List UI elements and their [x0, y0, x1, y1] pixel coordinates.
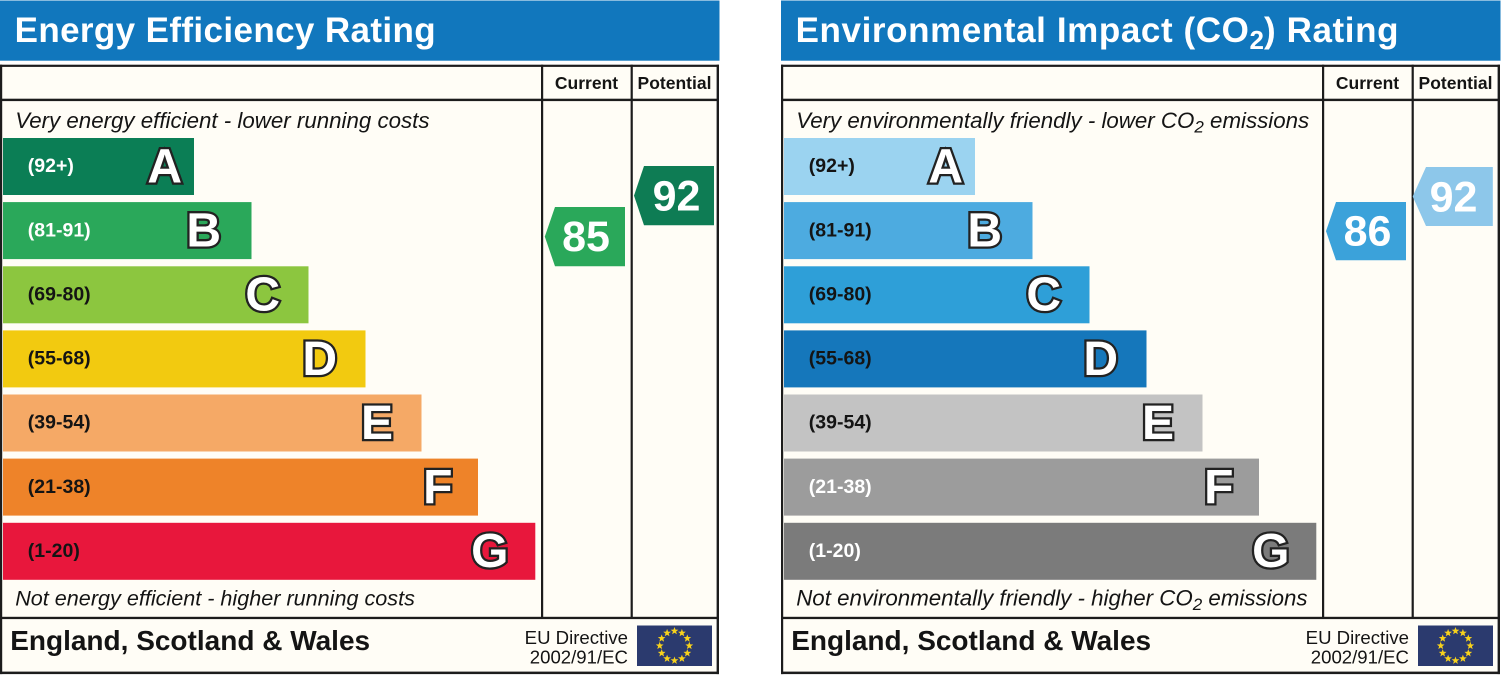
- svg-text:EU Directive: EU Directive: [1306, 627, 1409, 648]
- svg-text:EU Directive: EU Directive: [525, 627, 628, 648]
- svg-text:86: 86: [1344, 208, 1392, 256]
- svg-text:D: D: [302, 333, 337, 386]
- svg-text:A: A: [147, 140, 182, 193]
- svg-text:C: C: [1026, 269, 1061, 322]
- svg-text:Potential: Potential: [1419, 73, 1493, 93]
- svg-text:F: F: [1204, 461, 1233, 514]
- svg-text:England, Scotland & Wales: England, Scotland & Wales: [791, 625, 1151, 656]
- svg-text:(1-20): (1-20): [809, 540, 861, 562]
- svg-text:G: G: [1252, 525, 1289, 578]
- svg-text:A: A: [928, 140, 963, 193]
- svg-text:92: 92: [1430, 173, 1478, 221]
- svg-text:Potential: Potential: [638, 73, 712, 93]
- svg-text:F: F: [423, 461, 452, 514]
- svg-text:(1-20): (1-20): [28, 540, 80, 562]
- svg-text:D: D: [1083, 333, 1118, 386]
- svg-text:(81-91): (81-91): [28, 219, 91, 241]
- svg-text:(21-38): (21-38): [809, 476, 872, 498]
- svg-text:Very energy efficient - lower: Very energy efficient - lower running co…: [15, 108, 429, 133]
- svg-text:England, Scotland & Wales: England, Scotland & Wales: [10, 625, 370, 656]
- svg-text:Environmental Impact (CO2) Rat: Environmental Impact (CO2) Rating: [796, 11, 1399, 55]
- svg-text:E: E: [1142, 397, 1174, 450]
- svg-text:G: G: [471, 525, 508, 578]
- svg-text:(69-80): (69-80): [28, 284, 91, 306]
- svg-text:E: E: [361, 397, 393, 450]
- svg-text:85: 85: [562, 213, 610, 261]
- svg-text:(39-54): (39-54): [809, 412, 872, 434]
- svg-text:Energy Efficiency Rating: Energy Efficiency Rating: [15, 11, 436, 50]
- svg-text:(55-68): (55-68): [809, 348, 872, 370]
- svg-text:(39-54): (39-54): [28, 412, 91, 434]
- svg-text:(92+): (92+): [809, 155, 855, 177]
- svg-text:Current: Current: [1336, 73, 1399, 93]
- svg-text:2002/91/EC: 2002/91/EC: [1311, 647, 1409, 668]
- svg-text:(55-68): (55-68): [28, 348, 91, 370]
- svg-text:Not energy efficient - higher: Not energy efficient - higher running co…: [15, 586, 415, 611]
- svg-text:(92+): (92+): [28, 155, 74, 177]
- svg-text:2002/91/EC: 2002/91/EC: [530, 647, 628, 668]
- svg-text:92: 92: [653, 173, 701, 221]
- svg-text:B: B: [186, 205, 221, 258]
- svg-text:Not environmentally friendly -: Not environmentally friendly - higher CO…: [796, 586, 1307, 615]
- svg-text:B: B: [967, 205, 1002, 258]
- svg-text:(69-80): (69-80): [809, 284, 872, 306]
- svg-text:(21-38): (21-38): [28, 476, 91, 498]
- svg-text:(81-91): (81-91): [809, 219, 872, 241]
- svg-text:Current: Current: [555, 73, 618, 93]
- svg-text:Very environmentally friendly: Very environmentally friendly - lower CO…: [796, 108, 1309, 137]
- svg-text:C: C: [245, 269, 280, 322]
